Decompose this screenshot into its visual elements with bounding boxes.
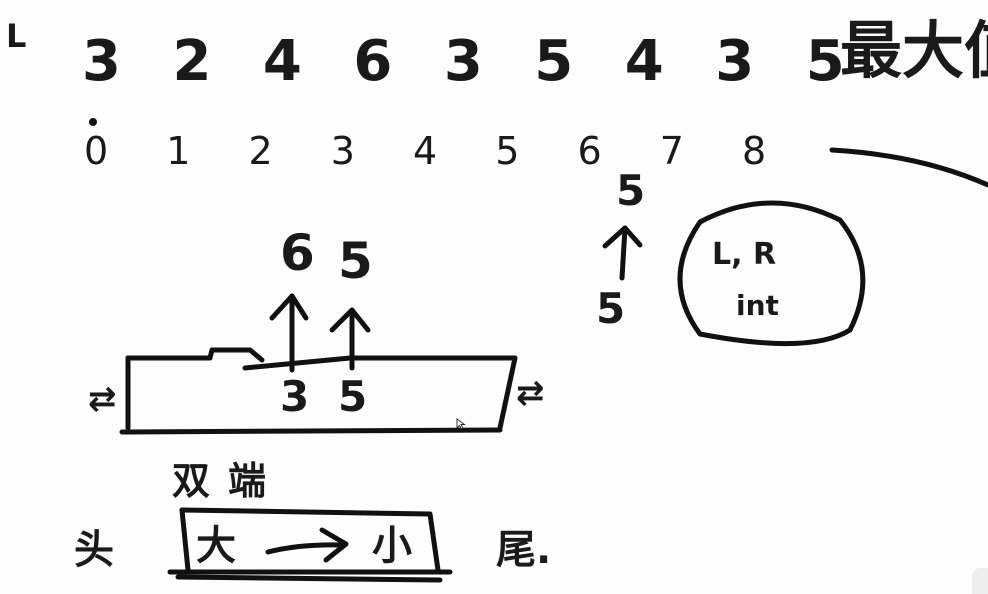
deque-big: 大	[196, 523, 236, 569]
tail-label: 尾.	[496, 527, 552, 573]
top-value-right: 5	[338, 232, 373, 290]
box-left-arrows: ⇄	[88, 379, 117, 419]
node-line-1: L, R	[712, 237, 777, 272]
right-stack-top: 5	[616, 166, 646, 215]
box-value-right: 5	[338, 372, 368, 421]
title-partial: 最大值	[840, 14, 988, 87]
box-value-left: 3	[280, 372, 310, 421]
box-right-arrows: ⇄	[516, 373, 545, 413]
node-line-2: int	[736, 289, 779, 322]
scroll-corner[interactable]	[972, 568, 988, 594]
head-label: 头	[74, 527, 114, 573]
cursor-icon	[456, 418, 466, 430]
array-values-row: 3 2 4 6 3 5 4 3 5	[82, 29, 861, 94]
corner-mark: L	[6, 17, 27, 55]
array-indices-row: 0 1 2 3 4 5 6 7 8	[84, 129, 790, 173]
right-stack-bottom: 5	[596, 284, 626, 333]
top-value-left: 6	[280, 224, 315, 282]
deque-small: 小	[372, 523, 412, 569]
deque-label: 双端	[172, 459, 285, 503]
